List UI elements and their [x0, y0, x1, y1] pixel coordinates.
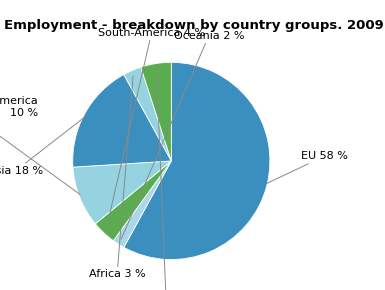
Text: EU 58 %: EU 58 % [266, 151, 348, 184]
Wedge shape [124, 67, 171, 161]
Wedge shape [141, 62, 171, 161]
Text: Asia 18 %: Asia 18 % [0, 117, 85, 176]
Wedge shape [95, 161, 171, 241]
Text: South-America 4 %: South-America 4 % [98, 28, 205, 228]
Wedge shape [73, 161, 171, 224]
Text: Employment - breakdown by country groups. 2009: Employment - breakdown by country groups… [4, 19, 383, 32]
Text: Africa 3 %: Africa 3 % [89, 76, 146, 279]
Wedge shape [124, 62, 270, 260]
Text: North- and Central- America
10 %: North- and Central- America 10 % [0, 96, 80, 195]
Wedge shape [113, 161, 171, 247]
Text: Other European countries
5 %: Other European countries 5 % [95, 69, 238, 290]
Text: Oceania 2 %: Oceania 2 % [121, 31, 244, 239]
Wedge shape [73, 75, 171, 167]
